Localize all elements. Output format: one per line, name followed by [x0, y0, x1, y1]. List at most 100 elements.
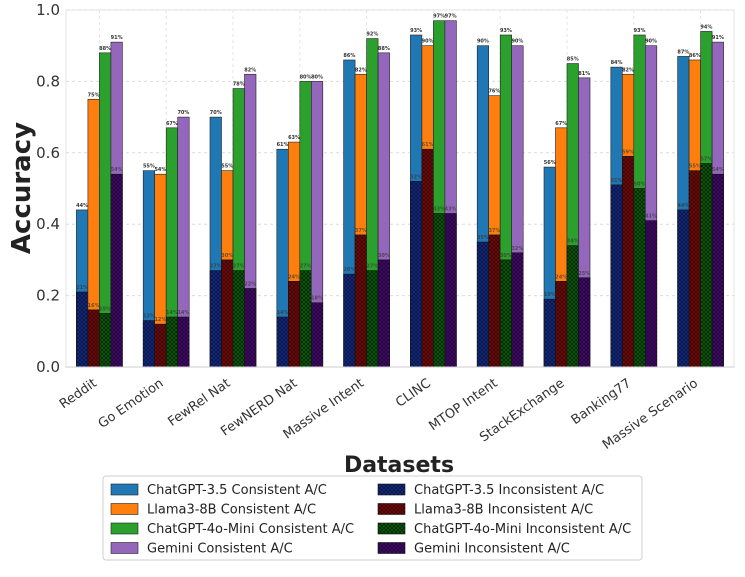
y-tick-label: 0.4 — [36, 215, 60, 233]
inconsistent-value-label: 27% — [366, 264, 378, 270]
inconsistent-value-label: 25% — [578, 271, 590, 277]
bar-inconsistent-hatch — [511, 252, 524, 367]
consistent-value-label: 88% — [378, 46, 390, 52]
inconsistent-value-label: 59% — [622, 149, 634, 155]
bar-inconsistent-hatch — [143, 320, 155, 367]
inconsistent-value-label: 24% — [288, 274, 300, 280]
bar-inconsistent-hatch — [99, 313, 111, 367]
bar-inconsistent-hatch — [355, 234, 367, 367]
inconsistent-value-label: 34% — [567, 239, 579, 245]
consistent-value-label: 55% — [143, 164, 155, 170]
bar-inconsistent-hatch — [311, 302, 323, 367]
consistent-value-label: 93% — [634, 28, 646, 34]
inconsistent-value-label: 35% — [477, 235, 489, 241]
inconsistent-value-label: 24% — [555, 274, 567, 280]
x-tick-label: FewRel Nat — [165, 376, 233, 430]
bar-inconsistent-hatch — [288, 281, 300, 367]
legend-swatch-consistent — [110, 522, 139, 535]
bars — [76, 20, 724, 368]
consistent-value-label: 80% — [300, 74, 312, 80]
x-tick-label: Go Emotion — [96, 376, 167, 432]
inconsistent-value-label: 27% — [233, 264, 245, 270]
data-labels: 44%21%75%16%88%15%91%54%55%13%54%12%67%1… — [76, 14, 724, 323]
y-tick-label: 0.8 — [36, 72, 60, 90]
consistent-value-label: 84% — [611, 60, 623, 66]
bar-inconsistent-hatch — [433, 213, 445, 367]
legend-swatch-hatch — [378, 503, 405, 515]
legend-label-inconsistent: Llama3-8B Inconsistent A/C — [414, 503, 593, 518]
legend-swatch-hatch — [378, 484, 405, 495]
inconsistent-value-label: 27% — [210, 264, 222, 270]
consistent-value-label: 90% — [477, 39, 489, 45]
x-axis-title: Datasets — [344, 453, 454, 478]
bar-inconsistent-hatch — [210, 270, 222, 367]
legend-label-consistent: Llama3-8B Consistent A/C — [147, 503, 316, 518]
consistent-value-label: 94% — [700, 24, 712, 30]
consistent-value-label: 97% — [433, 14, 445, 20]
y-tick-label: 0.2 — [36, 287, 60, 305]
legend-swatch-hatch — [378, 523, 405, 534]
x-tick-label: CLINC — [393, 376, 434, 411]
bar-inconsistent-hatch — [645, 220, 657, 367]
legend-swatch-consistent — [110, 542, 139, 554]
bar-inconsistent-hatch — [87, 309, 100, 367]
consistent-value-label: 70% — [177, 110, 189, 116]
legend-swatch-hatch — [378, 542, 405, 554]
bar-inconsistent-hatch — [622, 156, 634, 367]
y-tick-label: 0.6 — [36, 144, 60, 162]
bar-inconsistent-hatch — [689, 170, 701, 367]
x-tick-label: Banking77 — [569, 376, 634, 428]
consistent-value-label: 88% — [99, 46, 111, 52]
inconsistent-value-label: 37% — [488, 228, 500, 234]
legend-label-consistent: ChatGPT-4o-Mini Consistent A/C — [147, 522, 354, 537]
inconsistent-value-label: 50% — [634, 182, 646, 188]
inconsistent-value-label: 21% — [76, 285, 88, 291]
consistent-value-label: 97% — [445, 14, 457, 20]
bar-inconsistent-hatch — [244, 288, 256, 367]
inconsistent-value-label: 54% — [111, 167, 123, 173]
consistent-value-label: 82% — [244, 67, 256, 73]
legend-swatch-consistent — [110, 503, 139, 515]
inconsistent-value-label: 14% — [177, 310, 189, 316]
consistent-value-label: 63% — [288, 135, 300, 141]
consistent-value-label: 76% — [488, 89, 500, 95]
bar-inconsistent-hatch — [299, 270, 312, 367]
consistent-value-label: 80% — [311, 74, 323, 80]
inconsistent-value-label: 57% — [700, 157, 712, 163]
legend-swatch-consistent — [110, 483, 139, 496]
bar-inconsistent-hatch — [76, 292, 88, 367]
x-tick-label: Reddit — [57, 376, 100, 412]
inconsistent-value-label: 43% — [445, 206, 457, 212]
consistent-value-label: 56% — [544, 160, 556, 166]
inconsistent-value-label: 27% — [300, 264, 312, 270]
consistent-value-label: 90% — [645, 39, 657, 45]
inconsistent-value-label: 12% — [154, 317, 166, 323]
inconsistent-value-label: 54% — [712, 167, 724, 173]
inconsistent-value-label: 19% — [544, 292, 556, 298]
consistent-value-label: 75% — [88, 92, 100, 98]
consistent-value-label: 91% — [111, 35, 123, 41]
bar-inconsistent-hatch — [378, 259, 390, 367]
consistent-value-label: 82% — [622, 67, 634, 73]
bar-inconsistent-hatch — [343, 274, 356, 367]
bar-inconsistent-hatch — [578, 277, 590, 367]
consistent-value-label: 85% — [567, 57, 579, 63]
consistent-value-label: 86% — [343, 53, 355, 59]
inconsistent-value-label: 55% — [689, 164, 701, 170]
bar-inconsistent-hatch — [677, 209, 690, 367]
consistent-value-label: 87% — [677, 49, 689, 55]
consistent-value-label: 81% — [578, 71, 590, 77]
bar-inconsistent-hatch — [410, 181, 422, 367]
y-tick-label: 1.0 — [36, 1, 60, 19]
consistent-value-label: 61% — [277, 142, 289, 148]
consistent-value-label: 44% — [76, 203, 88, 209]
consistent-value-label: 93% — [500, 28, 512, 34]
consistent-value-label: 70% — [210, 110, 222, 116]
consistent-value-label: 78% — [233, 82, 245, 88]
bar-inconsistent-hatch — [177, 317, 190, 367]
consistent-value-label: 67% — [555, 121, 567, 127]
inconsistent-value-label: 22% — [244, 281, 256, 287]
bar-inconsistent-hatch — [276, 317, 289, 367]
